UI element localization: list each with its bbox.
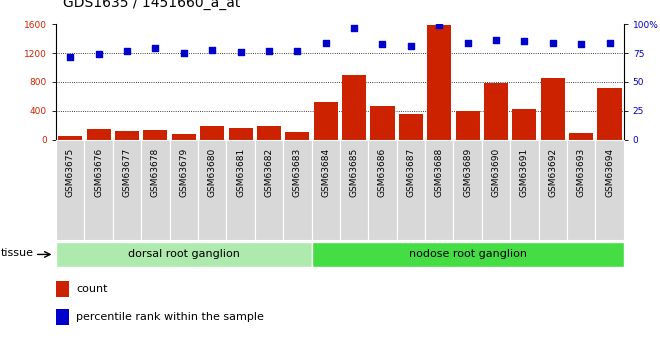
- Text: GSM63691: GSM63691: [520, 148, 529, 197]
- Bar: [595, 140, 624, 240]
- Text: GSM63687: GSM63687: [407, 148, 415, 197]
- Text: GSM63684: GSM63684: [321, 148, 330, 197]
- Bar: [257, 126, 281, 140]
- Point: [490, 38, 501, 43]
- Bar: [56, 140, 84, 240]
- Bar: [56, 241, 312, 267]
- Bar: [198, 140, 226, 240]
- Bar: [226, 140, 255, 240]
- Bar: [368, 140, 397, 240]
- Text: GSM63686: GSM63686: [378, 148, 387, 197]
- Bar: [312, 140, 340, 240]
- Bar: [569, 132, 593, 140]
- Text: percentile rank within the sample: percentile rank within the sample: [76, 312, 264, 322]
- Point: [377, 41, 387, 47]
- Bar: [510, 140, 539, 240]
- Bar: [141, 140, 170, 240]
- Bar: [170, 140, 198, 240]
- Text: dorsal root ganglion: dorsal root ganglion: [128, 249, 240, 259]
- Point: [263, 48, 274, 53]
- Text: GSM63678: GSM63678: [151, 148, 160, 197]
- Bar: [228, 128, 253, 140]
- Point: [348, 25, 359, 30]
- Text: nodose root ganglion: nodose root ganglion: [409, 249, 527, 259]
- Point: [235, 49, 246, 55]
- Text: GSM63675: GSM63675: [66, 148, 75, 197]
- Text: GSM63680: GSM63680: [208, 148, 216, 197]
- Bar: [283, 140, 312, 240]
- Bar: [427, 25, 451, 140]
- Text: GSM63681: GSM63681: [236, 148, 245, 197]
- Bar: [539, 140, 567, 240]
- Bar: [453, 140, 482, 240]
- Point: [207, 47, 217, 52]
- Text: GDS1635 / 1451660_a_at: GDS1635 / 1451660_a_at: [63, 0, 240, 10]
- Text: GSM63685: GSM63685: [350, 148, 358, 197]
- Bar: [597, 88, 622, 140]
- Bar: [397, 140, 425, 240]
- Point: [320, 40, 331, 46]
- Point: [405, 43, 416, 49]
- Text: GSM63676: GSM63676: [94, 148, 103, 197]
- Text: GSM63689: GSM63689: [463, 148, 472, 197]
- Point: [65, 54, 75, 59]
- Bar: [425, 140, 453, 240]
- Bar: [255, 140, 283, 240]
- Text: GSM63679: GSM63679: [180, 148, 188, 197]
- Text: GSM63690: GSM63690: [492, 148, 500, 197]
- Bar: [56, 309, 69, 325]
- Bar: [342, 76, 366, 140]
- Text: GSM63693: GSM63693: [577, 148, 585, 197]
- Bar: [567, 140, 595, 240]
- Bar: [200, 126, 224, 140]
- Point: [121, 48, 132, 53]
- Point: [519, 39, 529, 44]
- Bar: [56, 281, 69, 297]
- Point: [178, 50, 189, 56]
- Bar: [172, 134, 196, 140]
- Bar: [58, 136, 82, 140]
- Text: GSM63683: GSM63683: [293, 148, 302, 197]
- Bar: [512, 109, 537, 140]
- Point: [292, 48, 302, 53]
- Bar: [84, 140, 113, 240]
- Point: [150, 46, 160, 51]
- Bar: [370, 107, 395, 140]
- Point: [576, 41, 586, 47]
- Bar: [115, 131, 139, 140]
- Text: GSM63692: GSM63692: [548, 148, 557, 197]
- Text: count: count: [76, 284, 108, 294]
- Point: [434, 22, 444, 28]
- Bar: [482, 140, 510, 240]
- Point: [462, 40, 473, 46]
- Text: GSM63694: GSM63694: [605, 148, 614, 197]
- Point: [547, 40, 558, 46]
- Text: tissue: tissue: [1, 248, 34, 258]
- Bar: [399, 114, 423, 140]
- Text: GSM63688: GSM63688: [435, 148, 444, 197]
- Bar: [312, 241, 624, 267]
- Bar: [86, 129, 111, 140]
- Bar: [314, 102, 338, 140]
- Point: [94, 51, 104, 57]
- Text: GSM63677: GSM63677: [123, 148, 131, 197]
- Bar: [143, 130, 168, 140]
- Point: [604, 40, 614, 46]
- Bar: [484, 83, 508, 140]
- Bar: [455, 111, 480, 140]
- Text: GSM63682: GSM63682: [265, 148, 273, 197]
- Bar: [113, 140, 141, 240]
- Bar: [285, 132, 310, 140]
- Bar: [340, 140, 368, 240]
- Bar: [541, 78, 565, 140]
